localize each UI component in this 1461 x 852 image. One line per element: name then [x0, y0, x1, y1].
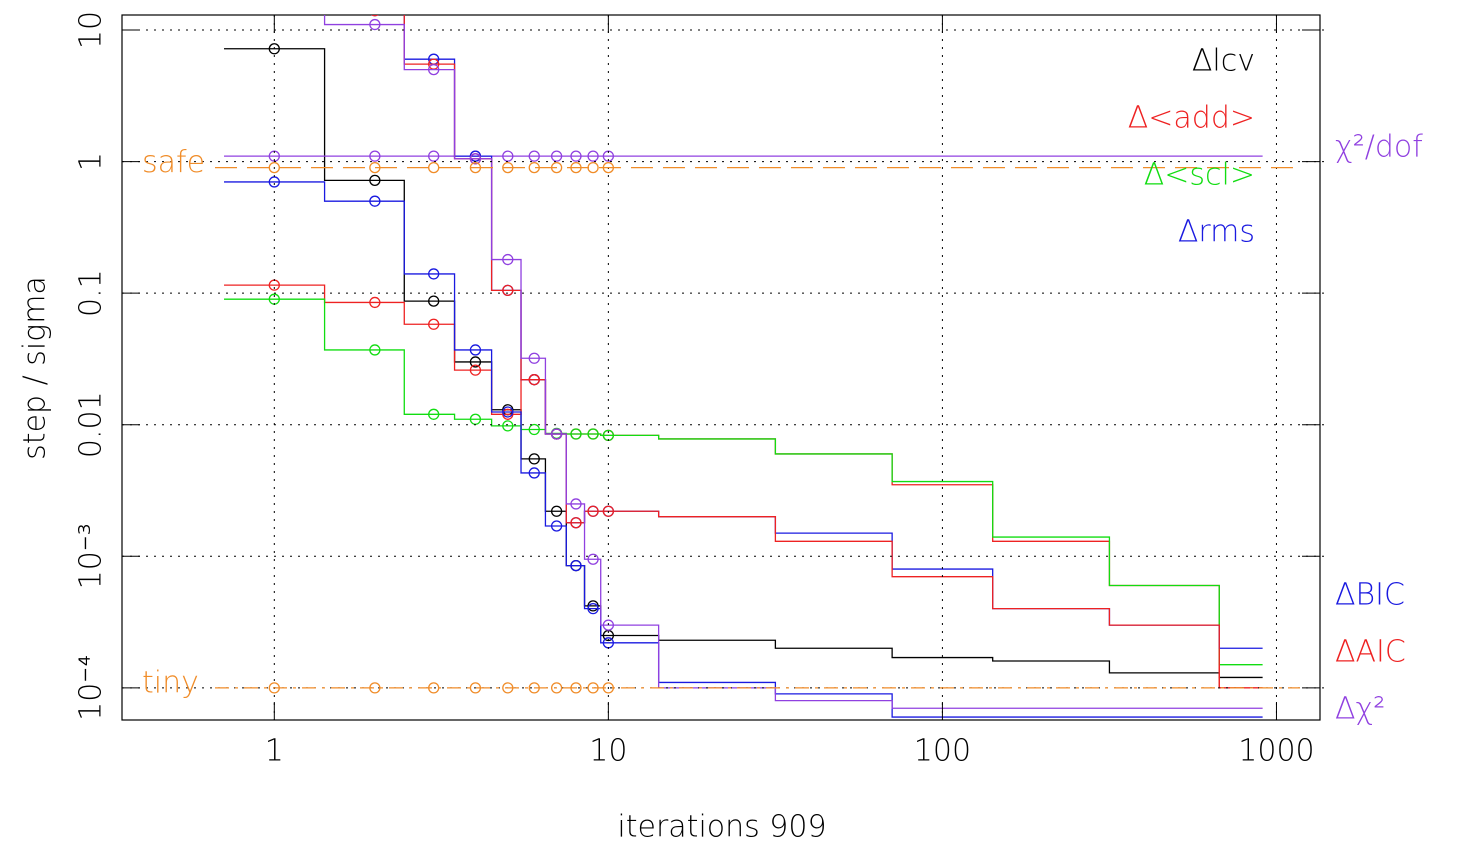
- data-point: [428, 318, 440, 330]
- data-point: [550, 520, 563, 532]
- data-point: [371, 15, 379, 17]
- x-tick-label: 1000: [1238, 734, 1314, 769]
- data-point: [469, 356, 482, 368]
- data-point: [371, 15, 379, 17]
- data-point: [528, 374, 540, 386]
- data-point: [369, 344, 381, 356]
- legend-label: ΔAIC: [1335, 635, 1406, 670]
- y-tick-label: 0.01: [74, 391, 109, 458]
- data-point: [469, 364, 482, 376]
- legend-label: χ²/dof: [1335, 130, 1423, 165]
- data-point: [502, 420, 514, 432]
- data-point: [587, 150, 599, 162]
- series-line: [323, 15, 1263, 709]
- data-point: [502, 406, 514, 418]
- data-point: [528, 352, 540, 364]
- y-tick-label: 1: [74, 152, 109, 171]
- data-point: [602, 619, 615, 631]
- legend-label: Δrms: [1178, 215, 1255, 250]
- data-point: [502, 284, 514, 297]
- data-point: [570, 428, 582, 440]
- x-tick-label: 10: [589, 734, 627, 769]
- data-point: [469, 344, 482, 356]
- reference-point: [502, 682, 514, 694]
- data-point: [570, 517, 582, 529]
- legend-label: Δχ²: [1335, 692, 1385, 727]
- data-point: [369, 195, 381, 207]
- reference-point: [587, 161, 599, 174]
- data-point: [528, 453, 540, 465]
- reference-point: [502, 161, 514, 174]
- data-point: [587, 505, 599, 517]
- reference-point: [528, 682, 540, 694]
- y-tick-label: 10⁻⁴: [74, 655, 109, 721]
- data-point: [428, 295, 440, 307]
- data-point: [369, 174, 381, 186]
- data-point: [528, 467, 540, 479]
- series-line: [403, 15, 1263, 689]
- x-tick-label: 1: [265, 734, 284, 769]
- legend-label: Δlcv: [1192, 44, 1255, 79]
- reference-point: [268, 161, 280, 174]
- series-line: [224, 298, 1263, 666]
- series-line: [224, 48, 1263, 679]
- data-point: [570, 150, 582, 162]
- x-tick-label: 100: [914, 734, 971, 769]
- reference-point: [570, 682, 582, 694]
- reference-label: safe: [142, 145, 205, 180]
- series-line: [224, 284, 1263, 689]
- reference-point: [369, 682, 381, 694]
- data-point: [587, 553, 599, 565]
- reference-point: [268, 682, 280, 694]
- legend-label: ΔBIC: [1335, 578, 1405, 613]
- y-tick-label: 10⁻³: [74, 523, 109, 589]
- plot-area: [224, 15, 1263, 718]
- reference-point: [469, 161, 482, 174]
- reference-point: [428, 161, 440, 174]
- reference-point: [570, 161, 582, 174]
- data-point: [528, 423, 540, 436]
- data-point: [550, 428, 563, 440]
- data-point: [428, 268, 440, 280]
- data-point: [587, 600, 599, 612]
- data-point: [502, 253, 514, 266]
- reference-label: tiny: [142, 665, 199, 700]
- x-axis-label: iterations 909: [617, 810, 826, 845]
- reference-point: [550, 682, 563, 694]
- data-point: [528, 150, 540, 162]
- reference-point: [369, 161, 381, 174]
- reference-point: [602, 161, 615, 174]
- reference-point: [602, 682, 615, 694]
- data-point: [268, 43, 280, 55]
- series-line: [224, 181, 1263, 718]
- reference-point: [528, 161, 540, 174]
- legend-label: Δ<add>: [1128, 101, 1255, 136]
- plot-frame: [121, 14, 1321, 721]
- y-tick-label: 10: [74, 11, 109, 49]
- data-point: [587, 428, 599, 440]
- data-point: [469, 153, 482, 165]
- reference-point: [587, 682, 599, 694]
- data-point: [587, 603, 599, 615]
- data-point: [550, 505, 563, 517]
- legend-label: Δ<scl>: [1144, 158, 1255, 193]
- data-point: [428, 408, 440, 420]
- reference-point: [550, 161, 563, 174]
- reference-point: [469, 682, 482, 694]
- reference-point: [428, 682, 440, 694]
- data-point: [369, 296, 381, 309]
- data-point: [428, 150, 440, 162]
- data-point: [570, 559, 582, 572]
- data-point: [369, 150, 381, 162]
- data-point: [428, 63, 440, 76]
- data-point: [369, 18, 381, 31]
- y-tick-label: 0.1: [74, 269, 109, 317]
- data-point: [550, 150, 563, 162]
- data-point: [570, 498, 582, 510]
- data-point: [602, 505, 615, 517]
- y-axis-label: step / sigma: [18, 276, 53, 460]
- series-line: [403, 15, 1263, 649]
